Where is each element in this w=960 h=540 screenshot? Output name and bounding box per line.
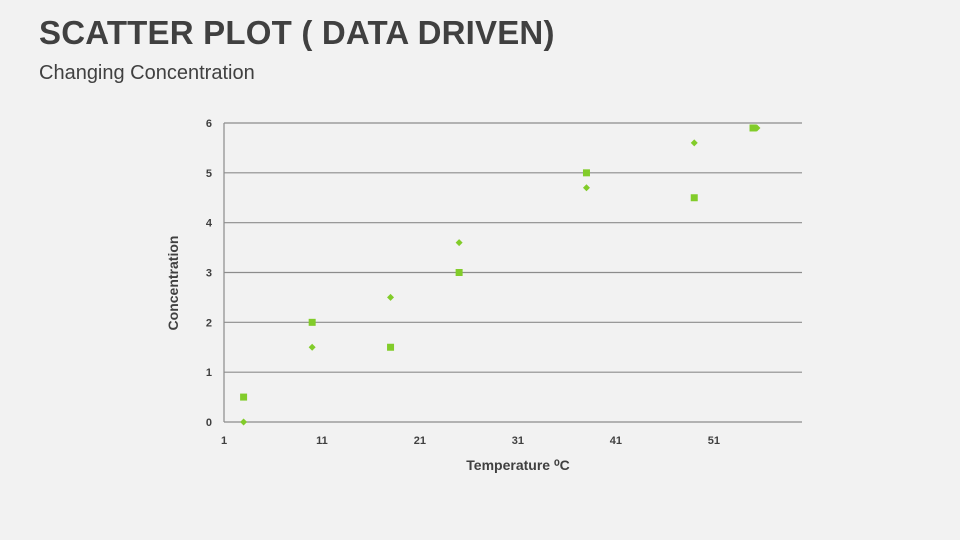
gridlines: [224, 122, 802, 373]
y-tick-label: 1: [206, 367, 212, 379]
y-tick-label: 2: [206, 317, 212, 329]
diamond-point: [308, 343, 316, 351]
y-tick-label: 5: [206, 168, 212, 180]
square-point: [690, 194, 698, 202]
square-point: [308, 318, 316, 326]
square-point: [387, 343, 395, 351]
data-points: [240, 124, 761, 426]
diamond-point: [455, 239, 463, 247]
x-tick-label: 31: [512, 435, 524, 447]
x-tick-label: 51: [708, 435, 720, 447]
x-tick-label: 21: [414, 435, 426, 447]
square-point: [455, 269, 463, 276]
x-tick-label: 41: [610, 435, 622, 447]
axes: [223, 123, 802, 423]
y-axis-label: Concentration: [165, 236, 181, 331]
diamond-point: [240, 418, 248, 426]
slide-subtitle: Changing Concentration: [39, 62, 255, 84]
y-tick-label: 4: [206, 218, 213, 230]
diamond-point: [690, 139, 698, 147]
slide-title: SCATTER PLOT ( DATA DRIVEN): [39, 14, 555, 51]
diamond-point: [387, 293, 395, 301]
square-point: [749, 124, 757, 132]
x-tick-label: 11: [316, 435, 328, 447]
diamond-point: [582, 184, 590, 192]
y-tick-label: 6: [206, 118, 212, 130]
square-point: [582, 169, 590, 177]
x-tick-label: 1: [221, 435, 227, 447]
y-tick-label: 0: [206, 417, 212, 429]
y-tick-label: 3: [206, 268, 212, 280]
square-point: [240, 393, 248, 401]
x-axis-label: Temperature ⁰C: [466, 457, 569, 473]
